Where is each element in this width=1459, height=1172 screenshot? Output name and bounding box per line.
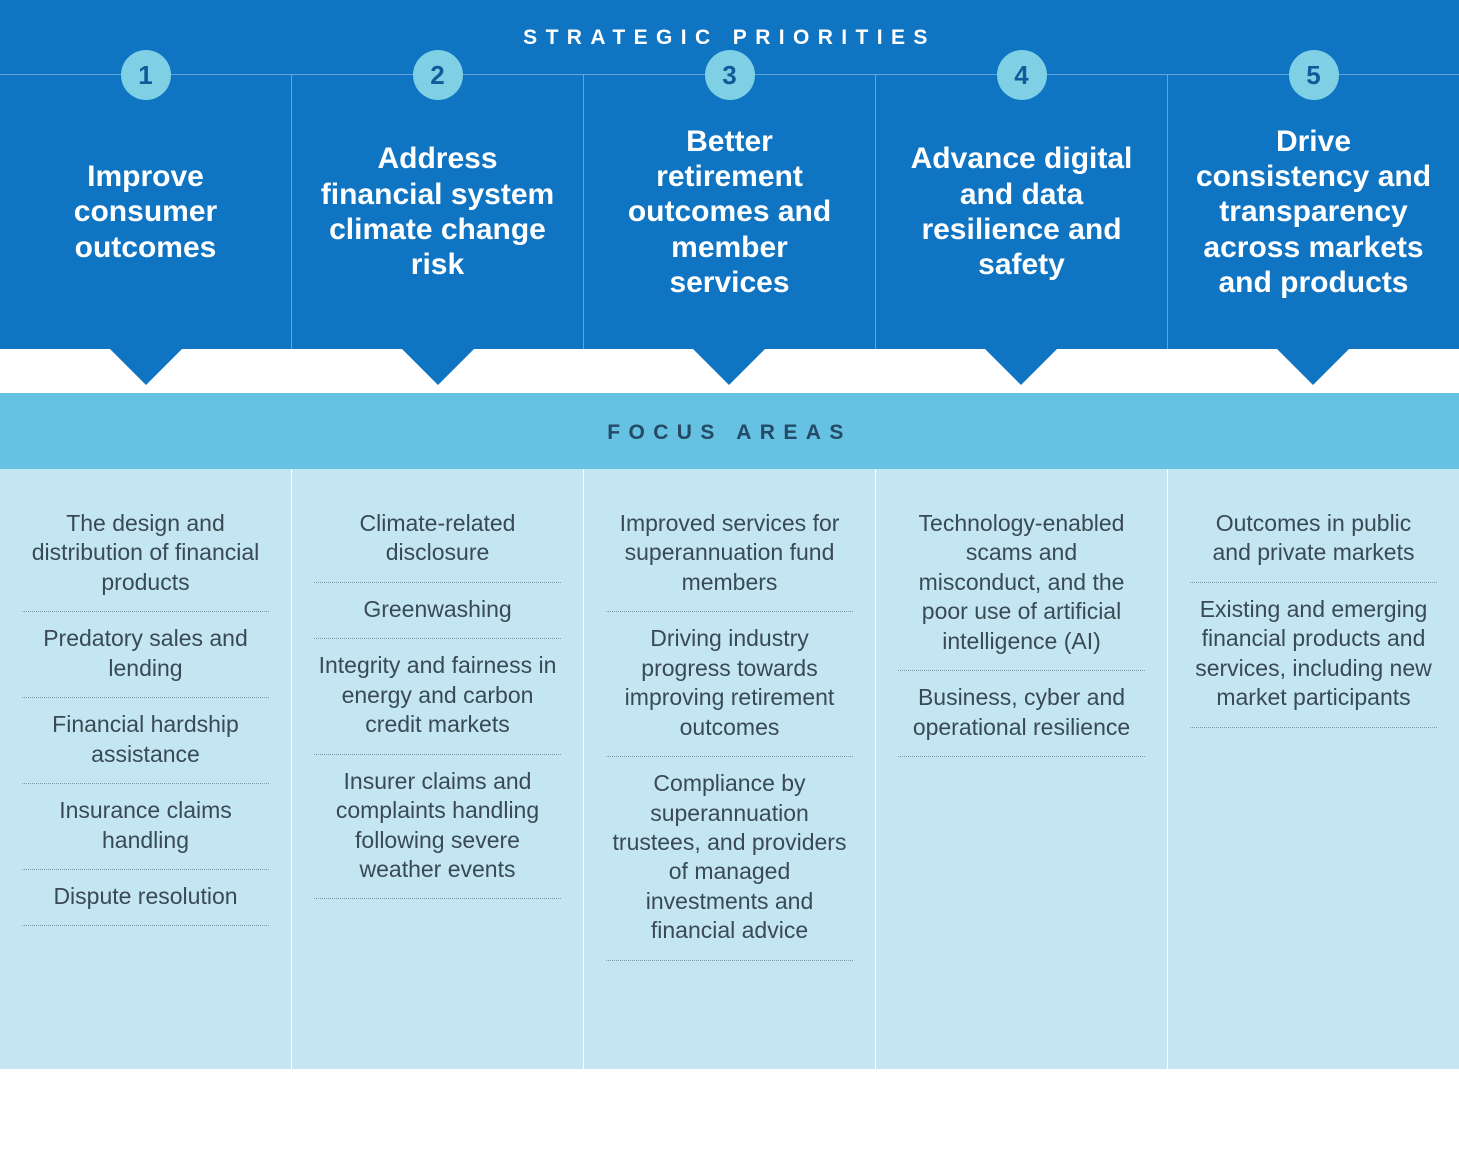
chevron-down-icon	[1167, 349, 1459, 393]
priority-number-badge: 3	[705, 50, 755, 100]
focus-area-item: Outcomes in public and private markets	[1190, 497, 1437, 583]
priority-number-badge: 5	[1289, 50, 1339, 100]
focus-column: Improved services for superannuation fun…	[583, 469, 875, 1069]
priority-column: 1Improve consumer outcomes	[0, 74, 291, 349]
focus-area-item: Greenwashing	[314, 583, 561, 639]
focus-column: The design and distribution of financial…	[0, 469, 291, 1069]
chevron-down-icon	[584, 349, 876, 393]
focus-area-item: Driving industry progress towards improv…	[606, 612, 853, 757]
priority-title: Drive consistency and transparency acros…	[1194, 124, 1433, 301]
focus-areas-section: The design and distribution of financial…	[0, 469, 1459, 1069]
chevron-down-icon	[292, 349, 584, 393]
chevron-down-icon	[0, 349, 292, 393]
focus-area-item: Insurer claims and complaints handling f…	[314, 755, 561, 900]
priority-column: 4Advance digital and data resilience and…	[875, 74, 1167, 349]
focus-area-item: Business, cyber and operational resilien…	[898, 671, 1145, 757]
arrow-connector-strip	[0, 349, 1459, 393]
priority-column: 3Better retirement outcomes and member s…	[583, 74, 875, 349]
priority-number-badge: 4	[997, 50, 1047, 100]
focus-area-item: Financial hardship assistance	[22, 698, 269, 784]
chevron-down-icon	[875, 349, 1167, 393]
priority-column: 2Address financial system climate change…	[291, 74, 583, 349]
focus-area-item: Improved services for superannuation fun…	[606, 497, 853, 612]
focus-column: Outcomes in public and private marketsEx…	[1167, 469, 1459, 1069]
priority-number-badge: 2	[413, 50, 463, 100]
priority-column: 5Drive consistency and transparency acro…	[1167, 74, 1459, 349]
focus-area-item: Existing and emerging financial products…	[1190, 583, 1437, 728]
focus-areas-header-band: FOCUS AREAS	[0, 393, 1459, 469]
focus-area-item: Compliance by superannuation trustees, a…	[606, 757, 853, 961]
focus-column: Climate-related disclosureGreenwashingIn…	[291, 469, 583, 1069]
strategic-priorities-section: STRATEGIC PRIORITIES 1Improve consumer o…	[0, 0, 1459, 349]
priority-title: Advance digital and data resilience and …	[902, 141, 1141, 283]
focus-area-item: Climate-related disclosure	[314, 497, 561, 583]
focus-area-item: Predatory sales and lending	[22, 612, 269, 698]
focus-areas-header: FOCUS AREAS	[0, 421, 1459, 445]
priorities-row: 1Improve consumer outcomes2Address finan…	[0, 74, 1459, 349]
priority-number-badge: 1	[121, 50, 171, 100]
priority-title: Better retirement outcomes and member se…	[610, 124, 849, 301]
focus-area-item: Insurance claims handling	[22, 784, 269, 870]
focus-column: Technology-enabled scams and misconduct,…	[875, 469, 1167, 1069]
priority-title: Address financial system climate change …	[318, 141, 557, 283]
priority-title: Improve consumer outcomes	[26, 159, 265, 265]
focus-area-item: Technology-enabled scams and misconduct,…	[898, 497, 1145, 671]
focus-area-item: Integrity and fairness in energy and car…	[314, 639, 561, 754]
focus-area-item: The design and distribution of financial…	[22, 497, 269, 612]
infographic-root: STRATEGIC PRIORITIES 1Improve consumer o…	[0, 0, 1459, 1069]
focus-area-item: Dispute resolution	[22, 870, 269, 926]
